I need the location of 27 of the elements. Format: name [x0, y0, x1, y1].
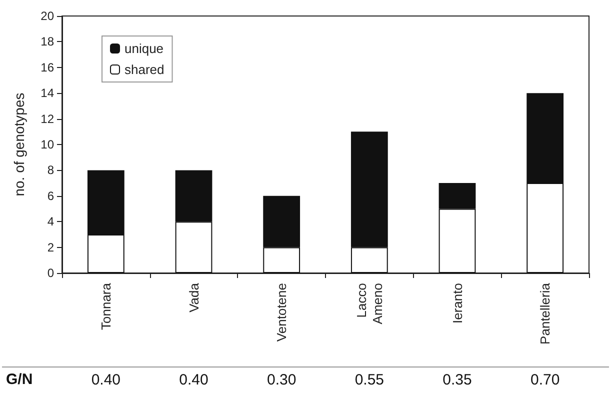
y-tick-label: 16 [40, 60, 54, 74]
text: 0.30 [266, 372, 296, 388]
y-tick-label: 4 [47, 214, 54, 229]
y-axis-title: no. of genotypes [11, 92, 27, 196]
text: 0.40 [179, 372, 208, 388]
y-tick-label: 14 [40, 86, 54, 100]
y-tick-label: 2 [47, 240, 54, 254]
y-tick-label: 12 [40, 112, 54, 126]
y-tick-label: 18 [40, 34, 54, 49]
x-tick-label: Ieranto [450, 283, 465, 324]
text: G/N [6, 371, 33, 388]
legend-label: unique [124, 41, 164, 56]
y-tick-label: 8 [47, 163, 54, 178]
x-tick-label: Vada [186, 282, 202, 312]
y-tick-label: 10 [40, 138, 54, 152]
legend-label: shared [124, 62, 164, 77]
text: 0.70 [530, 372, 560, 388]
text: 0.35 [442, 372, 472, 388]
x-tick-label: Lacco Ameno [354, 283, 385, 324]
x-tick-label: Pantelleria [538, 282, 553, 344]
y-tick-label: 0 [47, 266, 54, 280]
x-tick-label: Tonnara [98, 282, 114, 330]
x-tick-label: Ventotene [274, 283, 290, 342]
y-tick-label: 6 [47, 188, 54, 203]
y-tick-label: 20 [40, 9, 54, 23]
text: 0.40 [91, 372, 121, 388]
text: 0.55 [354, 372, 384, 388]
